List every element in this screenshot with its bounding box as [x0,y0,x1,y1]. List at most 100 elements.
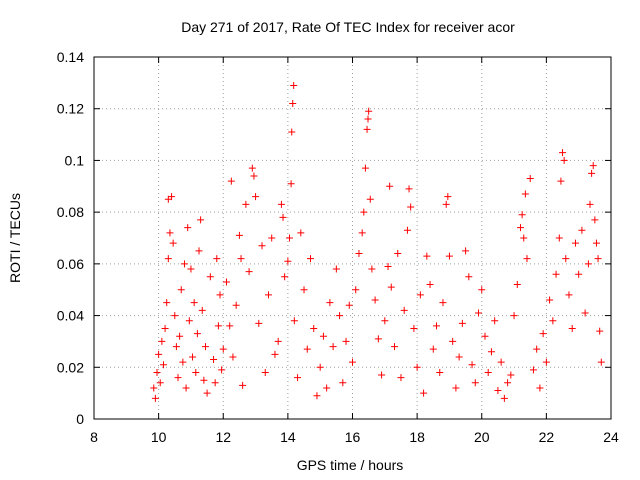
data-point [365,107,373,115]
data-point [596,327,604,335]
data-point [487,348,495,356]
data-point [201,343,209,351]
data-point [423,252,431,260]
data-point [235,231,243,239]
data-point [211,379,219,387]
data-point [227,177,235,185]
data-point [374,335,382,343]
data-point [565,291,573,299]
data-point [290,81,298,89]
data-point [180,260,188,268]
data-point [285,234,293,242]
data-point [484,368,492,376]
data-point [394,250,402,258]
data-point [190,299,198,307]
data-point [471,379,479,387]
data-point [594,255,602,263]
data-point [387,283,395,291]
data-point [386,182,394,190]
data-point [179,358,187,366]
data-point [271,350,279,358]
data-point [281,273,289,281]
data-point [366,195,374,203]
data-point [151,394,159,402]
data-point [517,224,525,232]
data-point [177,286,185,294]
x-axis-label: GPS time / hours [297,457,404,473]
data-point [297,229,305,237]
data-point [316,363,324,371]
data-point [150,384,158,392]
data-point [449,337,457,345]
data-point [494,387,502,395]
data-point [229,353,237,361]
data-point [468,361,476,369]
data-point [187,265,195,273]
y-tick-label: 0.12 [57,101,84,117]
data-point [439,299,447,307]
data-point [549,317,557,325]
x-tick-label: 14 [280,429,296,445]
data-point [465,273,473,281]
data-point [277,200,285,208]
data-point [192,368,200,376]
x-tick-label: 18 [409,429,425,445]
data-point [426,281,434,289]
data-point [158,337,166,345]
data-point [368,265,376,273]
x-tick-label: 22 [539,429,555,445]
data-point [303,345,311,353]
data-point [219,345,227,353]
data-point [578,226,586,234]
data-point [413,363,421,371]
x-tick-label: 20 [474,429,490,445]
data-point [250,172,258,180]
data-point [239,381,247,389]
data-point [287,180,295,188]
data-point [172,343,180,351]
data-point [255,319,263,327]
data-point [521,190,529,198]
data-point [445,252,453,260]
data-point [562,255,570,263]
data-point [300,286,308,294]
data-point [360,208,368,216]
data-point [155,350,163,358]
data-point [310,325,318,332]
data-point [153,368,161,376]
data-point [279,213,287,221]
data-point [536,384,544,392]
data-point [184,224,192,232]
data-point [288,128,296,136]
data-point [290,317,298,325]
data-point [444,193,452,201]
data-point [591,216,599,224]
y-axis-label: ROTI / TECUs [7,193,23,283]
plot-border [93,56,612,420]
data-point [294,374,302,382]
data-point [539,330,547,338]
data-point [313,392,321,400]
data-point [214,322,222,330]
data-point [533,345,541,353]
data-point [352,286,360,294]
data-point [319,332,327,340]
data-point [586,200,594,208]
data-point [166,229,174,237]
data-point [248,164,256,172]
data-point [546,296,554,304]
data-point [397,374,405,382]
data-point [568,325,576,332]
data-point [458,319,466,327]
x-tick-label: 16 [345,429,361,445]
data-point [216,291,224,299]
data-point [274,337,282,345]
data-point [560,156,568,164]
data-point [222,278,230,286]
data-point [589,162,597,170]
data-point [323,384,331,392]
data-point [258,242,266,250]
data-point [520,234,528,242]
data-point [159,361,167,369]
data-point [284,257,292,265]
